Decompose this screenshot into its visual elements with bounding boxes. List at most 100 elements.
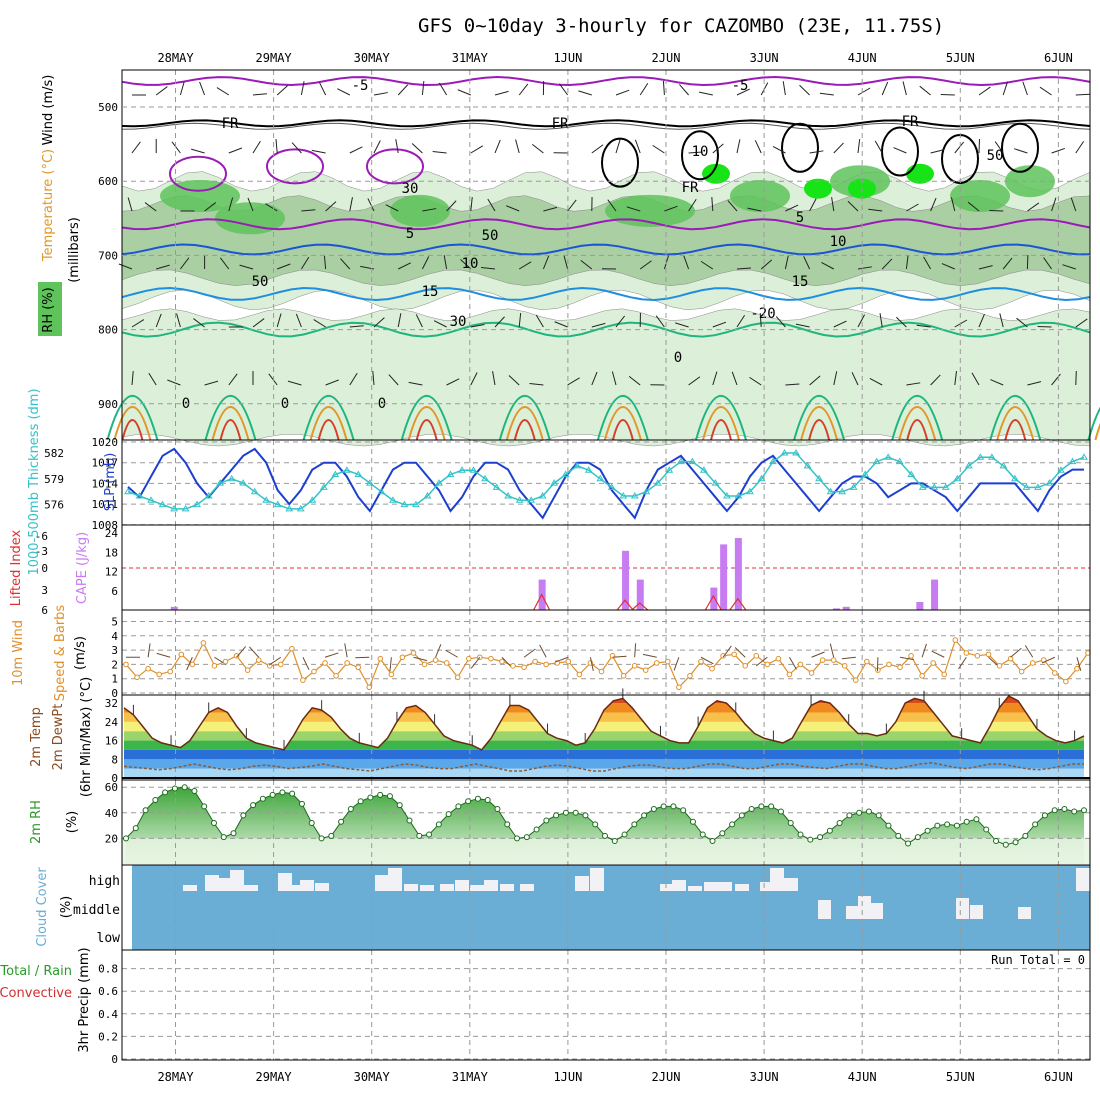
cloud-high-block: [718, 882, 732, 891]
wind10-point: [643, 668, 648, 673]
date-label-top: 28MAY: [157, 51, 194, 65]
rh-point: [124, 836, 129, 841]
date-label-bottom: 29MAY: [256, 1070, 293, 1084]
wind10-point: [831, 658, 836, 663]
rh-point: [231, 831, 236, 836]
cloud-high-block: [388, 868, 402, 891]
wind10-point: [732, 652, 737, 657]
rh-point: [524, 835, 529, 840]
wind10-point: [820, 658, 825, 663]
cape-bar: [720, 544, 727, 610]
wind10-point: [577, 672, 582, 677]
wind10-point: [179, 652, 184, 657]
wind10-point: [798, 662, 803, 667]
date-label-bottom: 3JUN: [750, 1070, 779, 1084]
wind10-barb: [842, 657, 856, 658]
contour-label: 5: [406, 226, 414, 242]
contour-label: 15: [792, 274, 809, 290]
rh-point: [505, 822, 510, 827]
ytick-lifted: 0: [41, 562, 48, 575]
rh-point: [1052, 808, 1057, 813]
rh-point: [632, 822, 637, 827]
rh-point: [847, 813, 852, 818]
wind10-barb: [249, 647, 258, 657]
wind10-point: [245, 668, 250, 673]
ytick-precip: 0.8: [98, 963, 118, 976]
wind10-point: [290, 646, 295, 651]
ylabel-precip-total: Total / Rain: [0, 964, 72, 979]
rh-point: [700, 832, 705, 837]
wind10-point: [920, 674, 925, 679]
ytick-cape: 18: [105, 546, 118, 559]
wind10-point: [334, 674, 339, 679]
contour-label: 30: [402, 181, 419, 197]
date-label-bottom: 2JUN: [652, 1070, 681, 1084]
temp-band: [122, 684, 1090, 703]
contour-label: FR: [222, 116, 239, 132]
cloud-high-block: [770, 868, 784, 891]
cloud-mid-block: [818, 900, 831, 919]
rh-point: [759, 804, 764, 809]
wind10-point: [345, 661, 350, 666]
ylabel-temp: 2m Temp: [29, 707, 44, 767]
rh-point: [515, 836, 520, 841]
temp-band: [122, 750, 1090, 759]
rh-point: [984, 827, 989, 832]
wind10-point: [389, 672, 394, 677]
wind10-point: [256, 658, 261, 663]
date-label-bottom: 6JUN: [1044, 1070, 1073, 1084]
wind10-point: [754, 654, 759, 659]
rh-point: [886, 823, 891, 828]
rh-point: [280, 790, 285, 795]
wind10-point: [842, 664, 847, 669]
contour-label: FR: [902, 114, 919, 130]
wind10-point: [378, 656, 383, 661]
rh-point: [290, 791, 295, 796]
cloud-high-block: [440, 884, 454, 891]
ylabel-lifted: Lifted Index: [9, 529, 24, 606]
rh-point: [407, 818, 412, 823]
wind10-point: [356, 665, 361, 670]
wind10-point: [301, 678, 306, 683]
wind10-point: [997, 664, 1002, 669]
cape-lifted-panel: 6121824-6-3036CAPE (J/kg)Lifted Index: [9, 525, 1090, 617]
rh-point: [1042, 813, 1047, 818]
cloud-high-block: [688, 886, 702, 891]
ytick-rh: 60: [105, 781, 118, 794]
contour-label: FR: [682, 180, 699, 196]
ytick-wind: 2: [111, 658, 118, 671]
rh-point: [182, 785, 187, 790]
ytick-thickness: 579: [44, 473, 64, 486]
date-label-top: 31MAY: [452, 51, 489, 65]
rh-point: [915, 835, 920, 840]
ytick-cape: 24: [105, 527, 119, 540]
ytick-rh: 40: [105, 807, 118, 820]
ytick-wind: 3: [111, 644, 118, 657]
wind10-barb: [1025, 645, 1032, 657]
ylabel-precip: 3hr Precip (mm): [77, 947, 92, 1052]
rh-point: [896, 833, 901, 838]
wind10-barb: [932, 651, 945, 657]
cloud-high-block: [455, 880, 469, 891]
rh-point: [309, 821, 314, 826]
contour-label: -5: [352, 78, 369, 94]
rh-point: [593, 822, 598, 827]
wind10-point: [544, 662, 549, 667]
wind10-point: [1064, 679, 1069, 684]
wind10-point: [400, 655, 405, 660]
date-label-top: 1JUN: [553, 51, 582, 65]
rh-point: [642, 813, 647, 818]
ylabel-cloud-unit: (%): [59, 896, 74, 919]
wind10-point: [699, 659, 704, 664]
ytick-wind: 5: [111, 616, 118, 629]
rh-point: [495, 806, 500, 811]
contour-label: -5: [732, 78, 749, 94]
rh-point: [818, 835, 823, 840]
rh2m-panel: 204060(%)2m RH: [29, 780, 1090, 865]
date-label-bottom: 4JUN: [848, 1070, 877, 1084]
rh-point: [163, 790, 168, 795]
rh-point: [798, 832, 803, 837]
contour-label: 50: [252, 274, 269, 290]
ytick-mb: 800: [98, 324, 118, 337]
